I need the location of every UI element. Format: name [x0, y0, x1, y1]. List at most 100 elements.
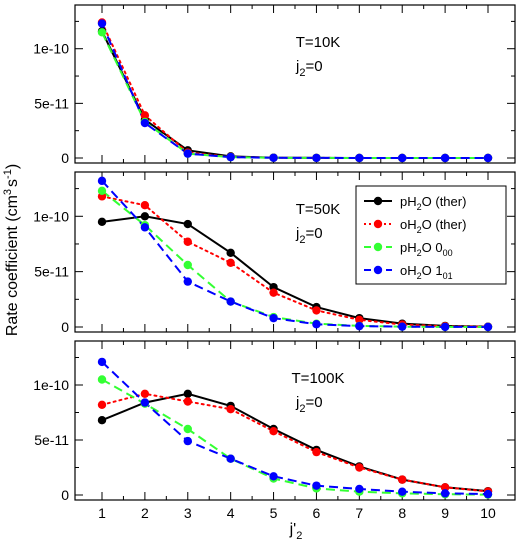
x-tick-label: 3: [184, 505, 192, 521]
data-point-oH2O_ther: [269, 427, 278, 436]
legend-label-part: O 0: [422, 240, 443, 255]
legend-label-part: oH: [400, 263, 417, 278]
data-point-oH2O_101: [483, 322, 493, 332]
legend-marker-pH2O_00: [373, 242, 383, 252]
x-tick-label: 2: [141, 505, 149, 521]
x-axis-label: j'2: [289, 521, 303, 542]
data-point-oH2O_101: [440, 322, 450, 332]
legend-label-part: pH: [400, 194, 417, 209]
j2-label-part: 2: [299, 403, 305, 415]
legend-label-part: oH: [400, 217, 417, 232]
y-axis-label-part: Rate coefficient (cm: [4, 195, 21, 336]
y-tick-label: 5e-11: [34, 432, 69, 448]
data-point-oH2O_ther: [183, 237, 192, 246]
y-tick-label: 5e-11: [34, 264, 69, 280]
series-line-pH2O_00: [101, 378, 489, 496]
legend-label-part: 2: [417, 248, 422, 258]
data-point-oH2O_101: [312, 153, 321, 163]
legend-label-pH2O_ther: pH2O (ther): [400, 194, 466, 212]
x-tick-label: 7: [355, 505, 363, 521]
x-axis-label-part: 2: [296, 530, 302, 542]
y-tick-label: 1e-10: [33, 41, 69, 57]
legend-label-part: 2: [417, 202, 422, 212]
data-point-oH2O_ther: [140, 111, 150, 120]
data-point-oH2O_101: [355, 153, 364, 163]
data-point-oH2O_ther: [140, 201, 150, 210]
data-point-pH2O_ther: [140, 212, 150, 221]
data-point-oH2O_ther: [312, 306, 321, 315]
j2-label-part: 2: [299, 67, 305, 79]
data-point-pH2O_ther: [183, 219, 192, 229]
x-tick-label: 5: [270, 505, 278, 521]
data-point-oH2O_101: [183, 277, 192, 286]
data-point-oH2O_101: [355, 484, 364, 494]
data-point-pH2O_ther: [97, 416, 107, 425]
series-line-pH2O_00: [101, 190, 489, 328]
data-point-oH2O_101: [483, 489, 493, 499]
data-point-oH2O_101: [398, 153, 407, 163]
y-axis-label: Rate coefficient (cm3 s-1): [2, 164, 21, 336]
data-point-oH2O_ther: [440, 483, 450, 492]
y-tick-label: 5e-11: [34, 95, 69, 111]
panel-j2-label: j2=0: [295, 394, 323, 415]
series-line-oH2O_ther: [101, 195, 489, 328]
legend-label-part: 01: [443, 271, 453, 281]
data-point-oH2O_101: [440, 489, 450, 498]
data-point-oH2O_101: [183, 149, 192, 158]
panel-j2-label: j2=0: [295, 225, 323, 246]
j2-label-part: =0: [305, 225, 322, 242]
y-axis-label-part: -1: [2, 169, 14, 179]
legend-label-part: O (ther): [422, 217, 467, 232]
data-point-pH2O_ther: [97, 217, 107, 227]
panel-top: 0 5e-11 1e-10 T=10K j2=0: [33, 4, 516, 166]
data-point-oH2O_ther: [355, 315, 364, 325]
data-point-oH2O_101: [269, 313, 278, 323]
legend-label-part: pH: [400, 240, 417, 255]
data-point-pH2O_00: [97, 28, 107, 37]
legend-marker-oH2O_ther: [373, 219, 383, 229]
legend-label-part: O 1: [422, 263, 443, 278]
data-point-pH2O_00: [183, 424, 192, 434]
y-axis-label-part: s: [4, 179, 21, 187]
data-point-oH2O_ther: [97, 400, 107, 409]
y-axis-label-part: 3: [2, 189, 14, 195]
y-tick-label: 1e-10: [33, 208, 69, 224]
data-point-oH2O_ther: [140, 389, 150, 398]
x-tick-label: 8: [398, 505, 406, 521]
y-tick-label: 0: [61, 487, 69, 503]
data-point-oH2O_ther: [183, 397, 192, 406]
data-point-oH2O_101: [483, 153, 493, 163]
legend-label-oH2O_ther: oH2O (ther): [400, 217, 466, 235]
data-point-pH2O_ther: [226, 248, 235, 258]
data-point-pH2O_00: [97, 186, 107, 196]
y-tick-label: 1e-10: [33, 377, 69, 393]
panel-frame: [74, 340, 516, 501]
data-point-oH2O_101: [269, 472, 278, 481]
panel-temperature-label: T=100K: [292, 370, 345, 387]
panel-temperature-label: T=50K: [296, 201, 341, 218]
x-tick-label: 4: [227, 505, 235, 521]
legend-label-pH2O_00: pH2O 000: [400, 240, 453, 258]
legend-label-part: O (ther): [422, 194, 467, 209]
j2-label-part: =0: [305, 394, 322, 411]
j2-label-part: j: [295, 58, 299, 75]
data-point-oH2O_ther: [226, 405, 235, 414]
data-point-oH2O_101: [140, 223, 150, 232]
x-axis-label-part: j': [289, 521, 297, 538]
data-point-oH2O_ther: [398, 475, 407, 484]
data-point-oH2O_ther: [269, 288, 278, 297]
y-tick-label: 0: [61, 319, 69, 335]
data-point-oH2O_101: [269, 153, 278, 162]
legend-label-part: 2: [417, 225, 422, 235]
data-point-pH2O_00: [97, 375, 107, 384]
panel-temperature-label: T=10K: [296, 34, 341, 51]
data-point-oH2O_101: [398, 487, 407, 496]
data-point-oH2O_ther: [355, 463, 364, 472]
data-point-pH2O_ther: [183, 389, 192, 398]
series-line-oH2O_101: [101, 23, 488, 159]
x-tick-label: 9: [441, 505, 449, 521]
data-point-oH2O_101: [183, 436, 192, 446]
